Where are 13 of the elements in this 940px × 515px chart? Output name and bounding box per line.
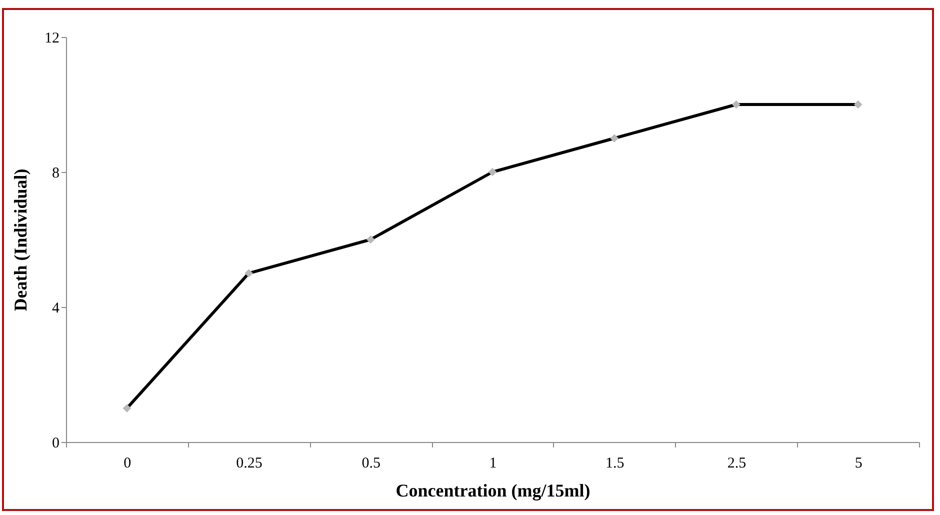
x-tick-label: 1.5: [605, 456, 624, 472]
y-tick-label: 12: [44, 30, 60, 46]
x-tick-label: 5: [854, 456, 862, 472]
y-tick-label: 4: [52, 300, 60, 316]
y-tick-label: 8: [52, 166, 60, 182]
y-tick-label: 0: [52, 436, 60, 452]
x-tick-label: 1: [489, 456, 497, 472]
x-tick-label: 0.5: [362, 456, 381, 472]
x-tick-label: 0.25: [236, 456, 262, 472]
x-tick-label: 0: [124, 456, 132, 472]
x-tick-label: 2.5: [727, 456, 746, 472]
x-axis-title: Concentration (mg/15ml): [396, 480, 590, 500]
y-axis-title: Death (Individual): [10, 168, 30, 312]
